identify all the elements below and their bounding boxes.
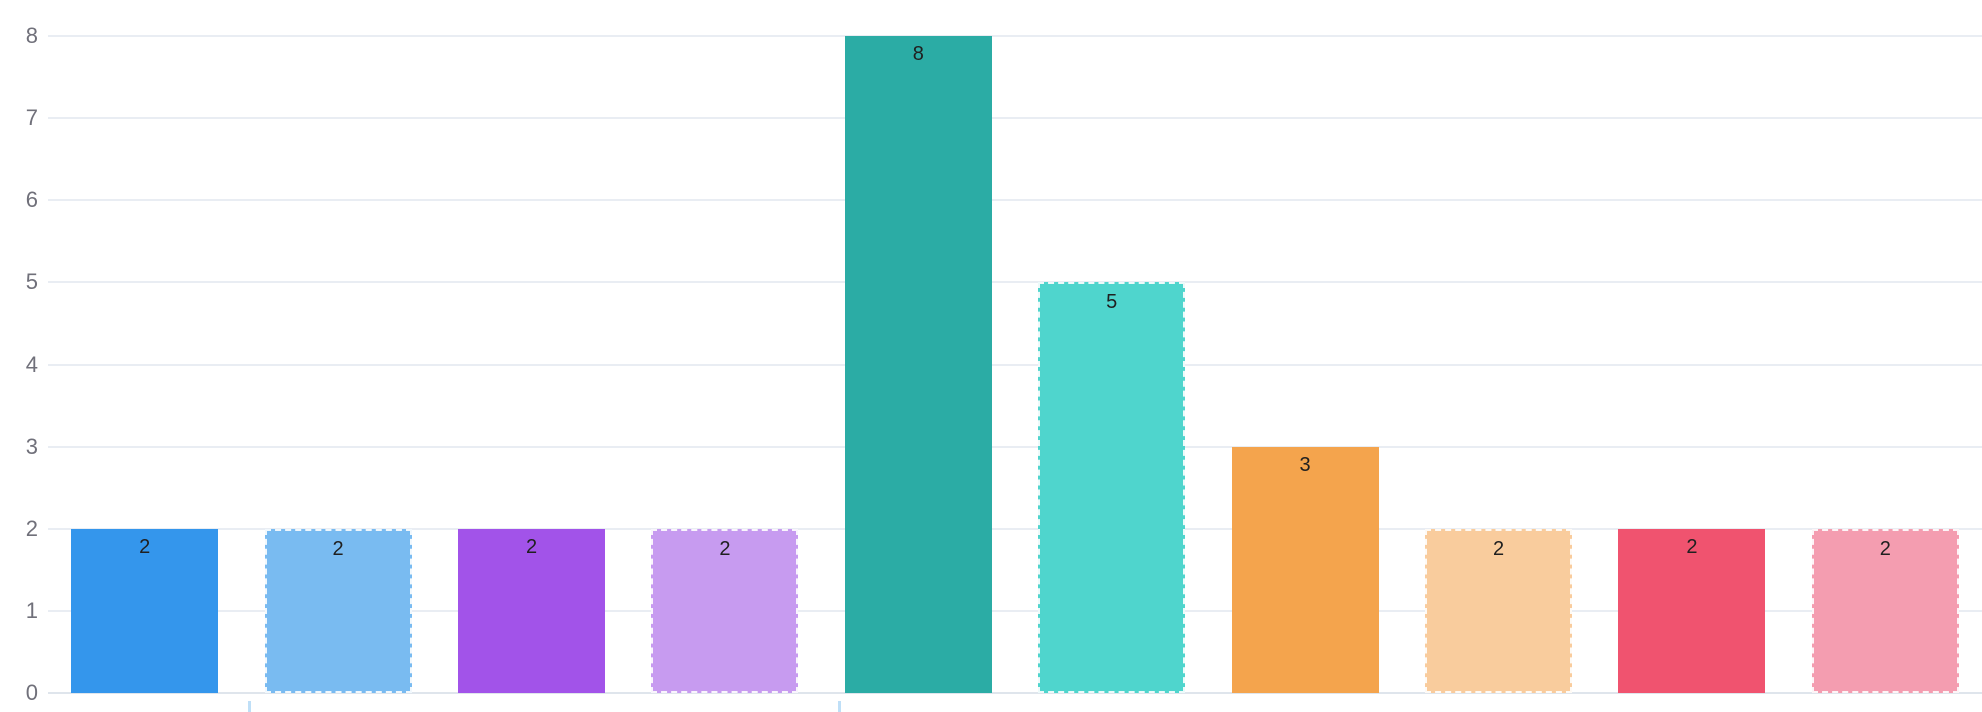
y-axis-label-4: 4 bbox=[25, 351, 38, 377]
y-axis-label-0: 0 bbox=[25, 680, 38, 705]
bar-value-label-7: 3 bbox=[1299, 453, 1311, 476]
y-axis-label-2: 2 bbox=[25, 515, 38, 541]
y-axis-label-8: 8 bbox=[25, 23, 38, 48]
bar-3[interactable]: 2 bbox=[458, 528, 605, 693]
y-axis-label-5: 5 bbox=[25, 269, 38, 295]
bar-10[interactable]: 2 bbox=[1811, 528, 1959, 693]
x-axis-line bbox=[48, 692, 1982, 694]
bar-value-label-3: 2 bbox=[525, 535, 538, 558]
y-axis-label-3: 3 bbox=[25, 433, 38, 459]
gridline-y-4 bbox=[48, 363, 1982, 366]
bar-4[interactable]: 2 bbox=[651, 528, 799, 693]
y-axis-label-1: 1 bbox=[25, 597, 38, 623]
gridline-y-7 bbox=[48, 117, 1982, 120]
y-axis-label-6: 6 bbox=[25, 187, 38, 213]
y-axis-label-7: 7 bbox=[25, 105, 38, 131]
bar-value-label-1: 2 bbox=[139, 535, 151, 558]
bar-1[interactable]: 2 bbox=[71, 528, 219, 693]
gridline-y-8 bbox=[48, 35, 1982, 37]
y-axis: 0 1 2 3 4 5 6 7 8 bbox=[0, 25, 48, 704]
gridline-y-6 bbox=[48, 199, 1982, 202]
bar-value-label-9: 2 bbox=[1686, 535, 1698, 558]
bar-7[interactable]: 3 bbox=[1231, 446, 1379, 693]
bar-2[interactable]: 2 bbox=[264, 528, 412, 693]
bar-value-label-6: 5 bbox=[1106, 291, 1118, 314]
bar-6[interactable]: 5 bbox=[1038, 282, 1186, 693]
bar-value-label-5: 8 bbox=[912, 43, 924, 65]
bar-value-label-4: 2 bbox=[719, 537, 731, 560]
x-axis-minor-tick-2 bbox=[838, 701, 842, 712]
gridline-y-3 bbox=[48, 445, 1982, 448]
plot-area: 2 2 2 2 8 5 3 2 2 2 bbox=[48, 35, 1982, 694]
gridline-y-1 bbox=[48, 609, 1982, 612]
x-axis-minor-tick-1 bbox=[247, 701, 251, 712]
bar-8[interactable]: 2 bbox=[1425, 528, 1572, 693]
bar-5[interactable]: 8 bbox=[844, 36, 992, 693]
bar-9[interactable]: 2 bbox=[1618, 528, 1766, 693]
gridline-y-2 bbox=[48, 527, 1982, 530]
bar-value-label-10: 2 bbox=[1879, 537, 1891, 560]
bar-value-label-2: 2 bbox=[332, 537, 344, 560]
bar-value-label-8: 2 bbox=[1492, 537, 1505, 560]
gridline-y-5 bbox=[48, 281, 1982, 284]
